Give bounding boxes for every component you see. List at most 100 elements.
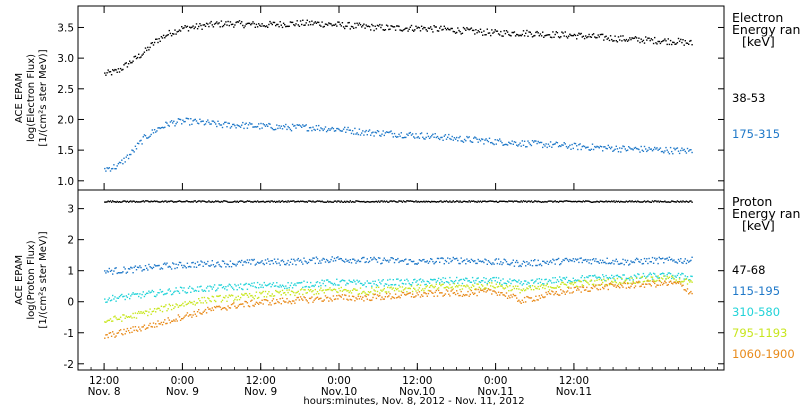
data-point <box>262 262 264 265</box>
data-point <box>664 275 666 277</box>
data-point <box>381 290 383 292</box>
data-point <box>398 25 400 28</box>
data-point <box>655 275 657 277</box>
data-point <box>641 40 643 43</box>
data-point <box>476 262 478 265</box>
data-point <box>298 260 301 262</box>
data-point <box>680 283 682 285</box>
data-point <box>277 127 279 130</box>
data-point <box>417 294 419 296</box>
data-point <box>394 135 397 138</box>
data-point <box>463 279 466 281</box>
data-point <box>218 22 220 24</box>
data-point <box>528 31 530 33</box>
data-point <box>555 291 557 293</box>
data-point <box>293 258 295 261</box>
data-point <box>449 137 451 140</box>
data-point <box>310 289 312 291</box>
data-point <box>267 26 269 28</box>
data-point <box>565 284 568 286</box>
data-point <box>308 297 311 300</box>
data-point <box>358 128 361 130</box>
data-point <box>174 29 176 31</box>
data-point <box>689 149 691 151</box>
data-point <box>471 276 474 279</box>
data-point <box>508 141 510 143</box>
data-point <box>366 258 368 260</box>
data-point <box>518 288 520 290</box>
data-point <box>312 301 314 303</box>
data-point <box>250 24 252 26</box>
data-point <box>397 136 399 138</box>
data-point <box>389 200 391 202</box>
data-point <box>478 201 480 203</box>
data-point <box>449 29 451 31</box>
data-point <box>248 259 251 261</box>
data-point <box>427 281 430 283</box>
data-point <box>380 263 382 265</box>
data-point <box>609 35 612 37</box>
data-point <box>469 293 471 296</box>
data-point <box>340 130 342 132</box>
data-point <box>359 287 362 289</box>
data-point <box>410 24 413 27</box>
data-point <box>303 125 305 127</box>
data-point <box>465 29 467 31</box>
data-point <box>572 283 574 286</box>
data-point <box>477 288 479 291</box>
data-point <box>321 259 323 261</box>
data-point <box>598 276 600 278</box>
data-point <box>323 292 325 294</box>
data-point <box>138 326 140 328</box>
data-point <box>170 35 173 37</box>
data-point <box>643 286 646 288</box>
data-point <box>234 24 236 26</box>
data-point <box>320 127 322 129</box>
data-point <box>565 200 568 202</box>
data-point <box>192 261 194 264</box>
data-point <box>295 127 297 129</box>
data-point <box>595 284 597 286</box>
data-point <box>263 296 265 298</box>
data-point <box>542 287 544 289</box>
data-point <box>607 200 609 203</box>
data-point <box>333 282 336 285</box>
data-point <box>294 283 296 285</box>
data-point <box>595 201 597 203</box>
data-point <box>193 200 195 202</box>
data-point <box>580 148 582 151</box>
data-point <box>460 290 462 293</box>
data-point <box>635 37 638 39</box>
data-point <box>652 279 655 281</box>
data-point <box>136 330 139 332</box>
data-point <box>508 33 510 36</box>
data-point <box>157 307 159 309</box>
data-point <box>441 283 443 286</box>
data-point <box>348 279 350 281</box>
data-point <box>642 283 645 285</box>
data-point <box>542 31 544 33</box>
data-point <box>530 297 533 299</box>
data-point <box>675 279 677 281</box>
data-point <box>459 294 461 297</box>
data-point <box>505 30 508 32</box>
data-point <box>458 262 460 265</box>
data-point <box>576 285 578 287</box>
data-point <box>426 280 428 282</box>
data-point <box>295 264 297 266</box>
data-point <box>490 200 492 202</box>
data-point <box>484 258 486 260</box>
data-point <box>536 264 538 267</box>
data-point <box>393 284 396 286</box>
data-point <box>114 315 116 317</box>
data-point <box>427 292 430 295</box>
data-point <box>437 287 440 289</box>
data-point <box>211 295 213 298</box>
data-point <box>611 38 613 41</box>
data-point <box>658 280 660 282</box>
data-point <box>658 201 660 203</box>
data-point <box>531 279 534 281</box>
data-point <box>372 280 374 283</box>
data-point <box>358 22 361 24</box>
data-point <box>411 282 414 284</box>
